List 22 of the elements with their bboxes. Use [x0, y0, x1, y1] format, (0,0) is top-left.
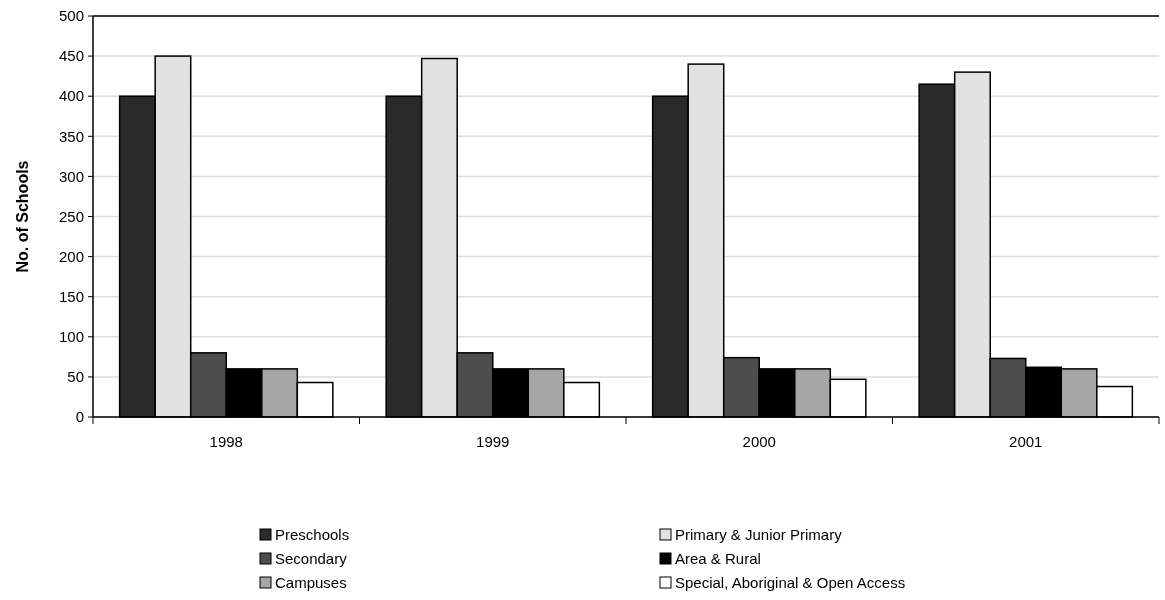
legend-label: Primary & Junior Primary: [675, 526, 843, 544]
legend-label: Secondary: [275, 550, 348, 568]
y-tick-label: 500: [58, 7, 84, 25]
y-tick-label: 100: [58, 328, 84, 346]
legend-label: Preschools: [275, 526, 350, 544]
legend-label: Campuses: [275, 574, 347, 592]
x-tick-label: 2001: [1009, 433, 1043, 450]
y-tick-label: 300: [58, 167, 84, 185]
y-tick-label: 200: [58, 247, 84, 265]
y-tick-label: 50: [67, 368, 84, 386]
x-tick-label: 1998: [209, 433, 243, 450]
y-tick-label: 450: [58, 47, 84, 65]
y-tick-label: 0: [75, 408, 84, 426]
y-tick-label: 150: [58, 287, 84, 305]
y-tick-label: 250: [58, 207, 84, 225]
y-axis-title: No. of Schools: [14, 160, 31, 273]
x-tick-label: 1999: [476, 433, 510, 450]
legend-label: Special, Aboriginal & Open Access: [675, 574, 906, 592]
x-tick-label: 2000: [742, 433, 776, 450]
legend-label: Area & Rural: [675, 550, 761, 568]
y-tick-label: 400: [58, 87, 84, 105]
y-tick-label: 350: [58, 127, 84, 145]
